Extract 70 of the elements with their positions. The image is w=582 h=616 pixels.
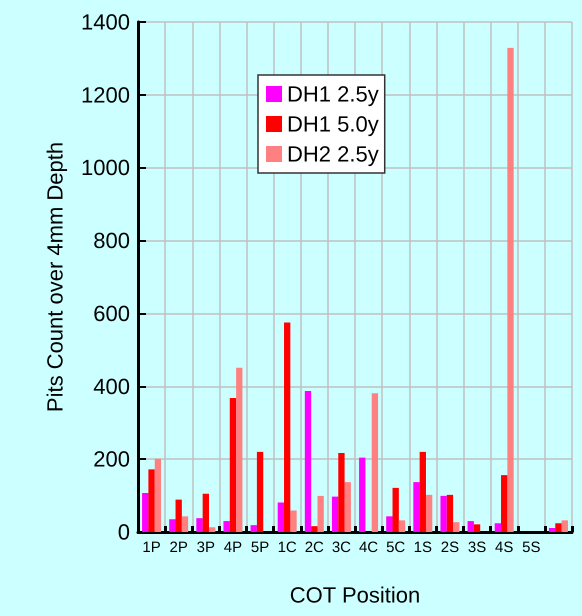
- bar: [169, 519, 176, 532]
- bar: [555, 523, 562, 532]
- bar: [398, 520, 406, 532]
- bar: [468, 521, 474, 532]
- x-tick-label: 4C: [358, 539, 378, 556]
- bar: [278, 502, 284, 532]
- legend-label: DH2 2.5y: [287, 142, 379, 166]
- bar: [304, 391, 312, 532]
- bar: [338, 452, 345, 532]
- bar: [344, 482, 351, 532]
- x-tick-label: 5P: [250, 539, 270, 556]
- bar: [474, 524, 480, 532]
- bar: [562, 520, 568, 532]
- bar: [256, 452, 264, 532]
- bar: [372, 393, 378, 532]
- bar: [332, 496, 338, 532]
- y-tick-label: 800: [93, 228, 130, 254]
- y-tick-label: 1200: [81, 82, 130, 108]
- bar: [223, 521, 230, 532]
- bar: [196, 518, 203, 532]
- legend-label: DH1 5.0y: [287, 112, 379, 136]
- y-tick-label: 600: [93, 300, 130, 326]
- x-tick-label: 1P: [142, 539, 161, 556]
- y-tick-label: 1400: [81, 10, 130, 34]
- bar: [446, 494, 454, 532]
- bar: [386, 516, 393, 532]
- x-tick-label: 5S: [522, 539, 540, 556]
- x-tick-label: 1C: [278, 539, 297, 556]
- bar: [250, 525, 257, 532]
- bar: [453, 522, 460, 532]
- bar: [548, 528, 556, 532]
- bar: [284, 322, 290, 532]
- bar: [236, 368, 242, 532]
- y-tick-label: 0: [118, 520, 130, 544]
- x-tick-label: 3P: [196, 539, 215, 556]
- bar: [494, 523, 502, 532]
- bar: [392, 488, 399, 532]
- x-axis-title: COT Position: [290, 582, 420, 608]
- y-tick-label: 200: [93, 446, 130, 472]
- bar: [426, 494, 432, 532]
- bar: [290, 510, 297, 532]
- bar: [440, 496, 447, 532]
- y-axis-title: Pits Count over 4mm Depth: [42, 142, 68, 412]
- x-tick-label: 2C: [304, 539, 324, 556]
- bar: [311, 526, 318, 532]
- x-tick-label: 4P: [224, 539, 242, 556]
- y-tick-label: 1000: [81, 155, 130, 180]
- x-tick-label: 2P: [170, 539, 188, 556]
- bar: [182, 516, 188, 532]
- legend-label: DH1 2.5y: [287, 82, 379, 106]
- x-tick-label: 3C: [332, 539, 352, 556]
- bar: [317, 496, 324, 532]
- bar: [202, 494, 209, 532]
- x-tick-label: 2S: [440, 539, 460, 556]
- x-tick-label: 1S: [414, 539, 432, 556]
- bar: [148, 469, 155, 532]
- bar: [501, 475, 508, 532]
- bar: [420, 452, 426, 532]
- x-tick-label: 5C: [386, 539, 406, 556]
- bar: [142, 493, 148, 532]
- bar: [230, 398, 236, 532]
- bar: [507, 48, 514, 532]
- bar: [413, 482, 420, 532]
- bar: [176, 500, 182, 532]
- bar: [359, 458, 366, 532]
- y-tick-label: 400: [93, 374, 130, 399]
- bar: [154, 458, 162, 532]
- x-tick-label: 3S: [468, 539, 486, 556]
- x-tick-label: 4S: [495, 539, 514, 556]
- bar: [208, 527, 216, 532]
